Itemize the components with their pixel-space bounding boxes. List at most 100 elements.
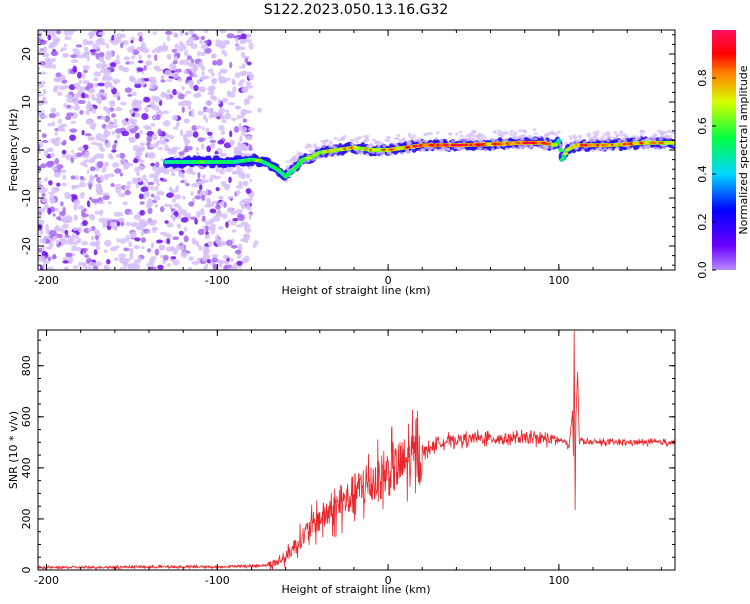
track-noise-point	[398, 140, 403, 144]
noise-point	[198, 86, 207, 93]
noise-point	[105, 143, 111, 148]
track-noise-point	[592, 135, 596, 139]
noise-point	[136, 177, 143, 183]
noise-point	[171, 114, 178, 121]
noise-point	[230, 257, 234, 263]
noise-point	[63, 84, 69, 89]
noise-point	[216, 240, 225, 247]
noise-point	[173, 203, 180, 208]
noise-point	[47, 207, 52, 215]
noise-point	[199, 39, 203, 45]
noise-point	[84, 151, 90, 159]
noise-point	[77, 205, 85, 210]
noise-point	[141, 113, 149, 120]
noise-point	[38, 208, 43, 212]
noise-point	[208, 135, 214, 140]
noise-point	[56, 182, 61, 187]
noise-point	[207, 86, 214, 91]
noise-point	[222, 254, 229, 260]
noise-point	[192, 131, 199, 138]
track-noise-point	[600, 135, 605, 139]
spectrogram-ylabel: Frequency (Hz)	[7, 109, 20, 192]
x-tick-label: 100	[548, 274, 569, 287]
noise-point	[128, 75, 135, 82]
noise-point	[107, 201, 112, 205]
noise-point	[168, 203, 173, 210]
track-peak-point	[357, 147, 363, 150]
noise-point	[226, 33, 235, 39]
noise-point	[184, 139, 189, 146]
noise-point	[86, 57, 90, 62]
track-noise-point	[371, 138, 376, 142]
noise-point	[130, 40, 134, 44]
noise-point	[139, 142, 145, 147]
track-noise-point	[511, 136, 516, 139]
track-noise-point	[324, 139, 329, 143]
x-tick-label: -100	[205, 274, 230, 287]
track-noise-point	[632, 138, 637, 142]
track-peak-point	[254, 158, 260, 162]
noise-point	[178, 230, 184, 236]
noise-point	[121, 258, 129, 266]
noise-point	[146, 60, 153, 66]
noise-point	[38, 31, 43, 37]
noise-point	[39, 40, 47, 45]
noise-point	[71, 245, 78, 252]
noise-point	[207, 131, 213, 136]
track-noise-point	[433, 148, 438, 151]
noise-point	[51, 254, 57, 260]
noise-point	[132, 177, 137, 184]
noise-point	[172, 236, 180, 240]
noise-point	[75, 44, 83, 48]
track-noise-point	[522, 134, 527, 138]
noise-point	[159, 135, 164, 141]
noise-point	[91, 107, 96, 114]
noise-point	[126, 181, 132, 186]
noise-point	[201, 71, 205, 77]
noise-point	[138, 165, 144, 171]
noise-point	[181, 106, 185, 113]
noise-point	[112, 144, 117, 150]
noise-point	[104, 81, 113, 88]
noise-point	[215, 187, 220, 192]
track-noise-point	[451, 139, 456, 143]
noise-point	[97, 31, 106, 36]
noise-point	[81, 241, 88, 246]
noise-point	[200, 194, 206, 201]
noise-point	[209, 143, 216, 149]
track-noise-point	[558, 143, 563, 147]
noise-point	[111, 113, 116, 118]
noise-point	[236, 260, 243, 266]
noise-point	[134, 125, 139, 131]
noise-point	[230, 244, 238, 249]
noise-point	[43, 149, 49, 157]
noise-point	[99, 209, 104, 215]
noise-point	[233, 126, 240, 133]
noise-point	[118, 152, 126, 159]
track-noise-point	[329, 140, 333, 144]
noise-point	[150, 185, 155, 191]
noise-point	[162, 110, 170, 115]
noise-point	[69, 30, 77, 33]
noise-point	[212, 215, 221, 222]
noise-point	[106, 258, 111, 265]
noise-point	[125, 61, 130, 65]
noise-point	[64, 234, 70, 238]
noise-point	[149, 83, 158, 90]
noise-point	[77, 71, 82, 79]
noise-point	[230, 220, 237, 226]
noise-point	[42, 96, 47, 102]
track-peak-point	[316, 151, 322, 155]
noise-point	[227, 219, 232, 224]
noise-point	[191, 237, 197, 245]
noise-point	[127, 263, 134, 270]
noise-point	[96, 37, 105, 44]
track-noise-point	[568, 135, 573, 139]
noise-point	[117, 96, 121, 101]
noise-point	[156, 190, 165, 196]
track-peak-point	[553, 143, 559, 147]
noise-point	[164, 144, 169, 152]
noise-point	[179, 30, 184, 36]
noise-point	[52, 36, 60, 44]
noise-point	[64, 229, 69, 236]
